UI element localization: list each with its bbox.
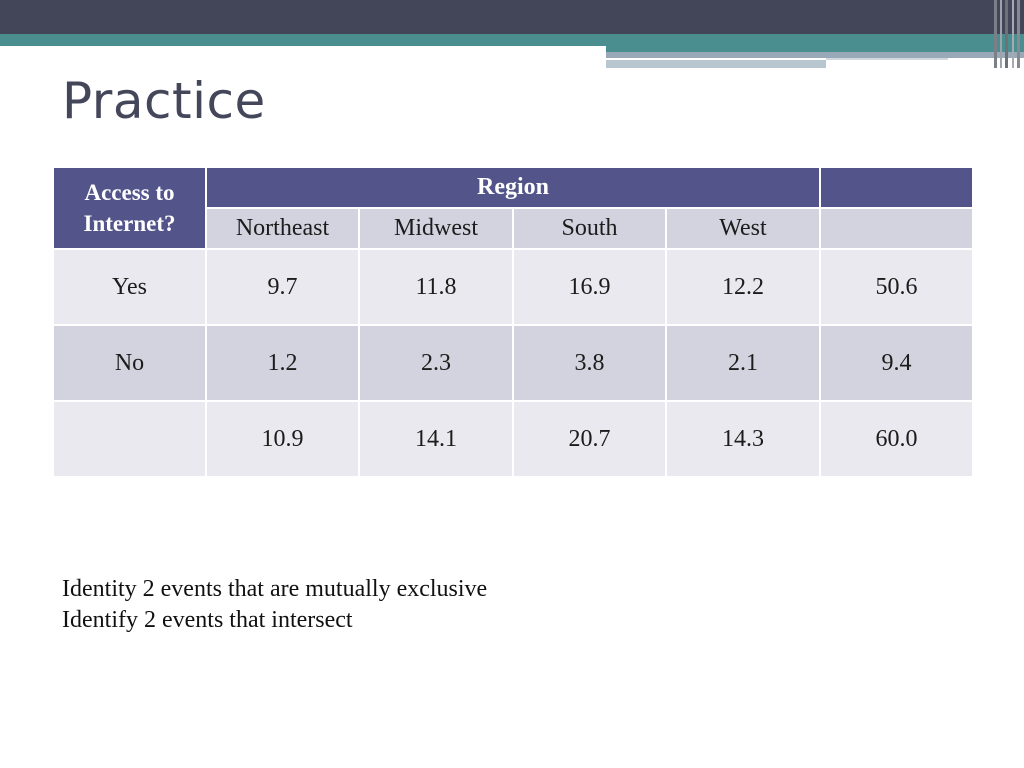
- table-cell: 14.1: [358, 400, 514, 478]
- slide-title: Practice: [62, 72, 266, 130]
- table-row: 10.9 14.1 20.7 14.3 60.0: [52, 400, 974, 478]
- header-accent-line: [826, 58, 948, 60]
- table-cell: 10.9: [205, 400, 360, 478]
- table-cell: 20.7: [512, 400, 667, 478]
- table-cell: 1.2: [205, 324, 360, 402]
- edge-stripe: [1017, 0, 1020, 68]
- row-label: [52, 400, 207, 478]
- contingency-table: Access to Internet? Region Northeast Mid…: [52, 166, 974, 478]
- column-header: Northeast: [205, 207, 360, 250]
- row-label: No: [52, 324, 207, 402]
- edge-stripe: [994, 0, 997, 68]
- column-header: West: [665, 207, 821, 250]
- column-header: South: [512, 207, 667, 250]
- column-header: [819, 207, 974, 250]
- question-text: Identify 2 events that intersect: [62, 607, 353, 633]
- table-cell: 9.4: [819, 324, 974, 402]
- total-header: [819, 166, 974, 209]
- column-header: Midwest: [358, 207, 514, 250]
- table-row: No 1.2 2.3 3.8 2.1 9.4: [52, 324, 974, 402]
- table-cell: 12.2: [665, 248, 821, 326]
- edge-stripe: [1000, 0, 1002, 68]
- question-text: Identity 2 events that are mutually excl…: [62, 576, 488, 602]
- questions-block: Identity 2 events that are mutually excl…: [62, 574, 487, 636]
- header-accent-light: [606, 60, 826, 68]
- row-label: Yes: [52, 248, 207, 326]
- edge-stripe: [1005, 0, 1008, 68]
- table-cell: 3.8: [512, 324, 667, 402]
- table-cell: 60.0: [819, 400, 974, 478]
- table-row: Yes 9.7 11.8 16.9 12.2 50.6: [52, 248, 974, 326]
- table-cell: 11.8: [358, 248, 514, 326]
- table-cell: 50.6: [819, 248, 974, 326]
- table-cell: 2.3: [358, 324, 514, 402]
- table-cell: 9.7: [205, 248, 360, 326]
- table-cell: 14.3: [665, 400, 821, 478]
- table-cell: 16.9: [512, 248, 667, 326]
- table-cell: 2.1: [665, 324, 821, 402]
- header-bar-teal: [0, 34, 1024, 46]
- header-accent-gray: [606, 52, 1024, 58]
- header-accent-teal: [606, 46, 1024, 52]
- row-header-label: Access to Internet?: [52, 166, 207, 250]
- region-header: Region: [205, 166, 821, 209]
- edge-stripe: [1012, 0, 1014, 68]
- header-bar-dark: [0, 0, 1024, 34]
